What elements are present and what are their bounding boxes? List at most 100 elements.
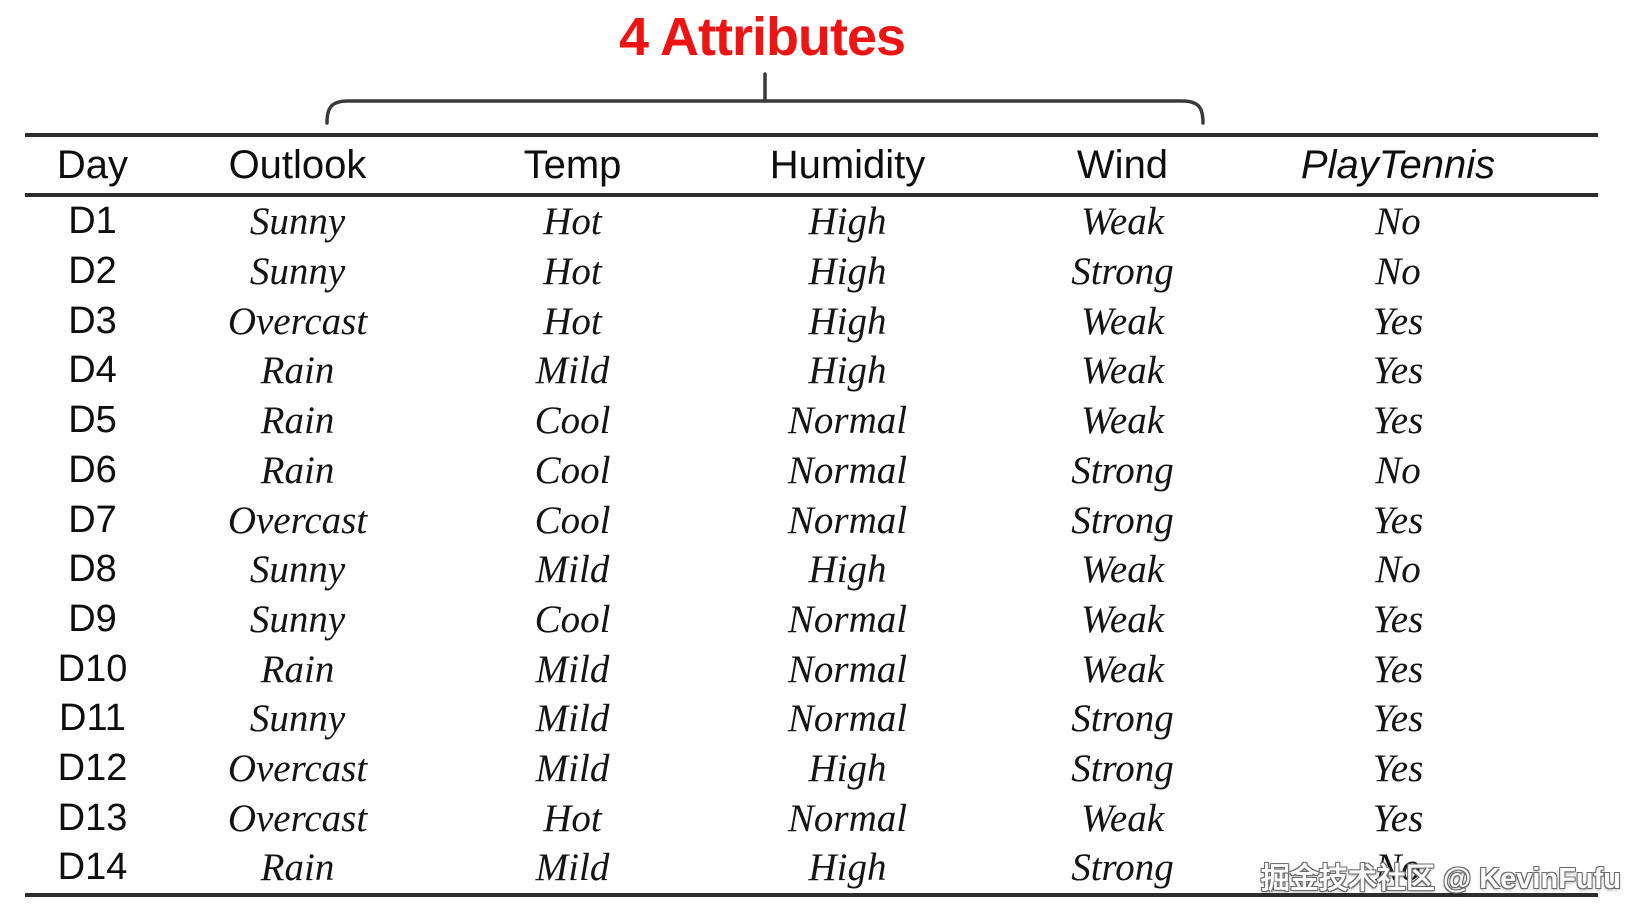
cell-outlook: Rain: [260, 448, 335, 492]
cell-temp: Hot: [543, 299, 602, 343]
cell-wind: Strong: [1071, 448, 1174, 492]
cell-humidity: Normal: [787, 647, 908, 691]
page-title: 4 Attributes: [618, 7, 906, 67]
cell-wind: Weak: [1080, 299, 1165, 343]
cell-temp: Cool: [534, 498, 611, 542]
cell-outlook: Overcast: [227, 498, 368, 542]
watermark: 掘金技术社区 @ KevinFufu: [1260, 863, 1621, 895]
cell-wind: Weak: [1080, 200, 1165, 244]
cell-wind: Weak: [1080, 796, 1165, 840]
cell-playtennis: Yes: [1372, 697, 1424, 741]
cell-humidity: High: [808, 349, 887, 393]
cell-temp: Mild: [535, 647, 610, 691]
cell-day: D5: [68, 399, 117, 442]
cell-day: D3: [68, 299, 117, 342]
data-table-body: D1 Sunny Hot High Weak No D2 Sunny Hot High Strong…: [25, 197, 1598, 893]
cell-temp: Mild: [535, 697, 610, 741]
column-header-day: Day: [56, 143, 129, 187]
column-header-wind: Wind: [1076, 143, 1169, 187]
cell-day: D7: [68, 498, 117, 541]
cell-wind: Weak: [1080, 597, 1165, 641]
cell-wind: Weak: [1080, 349, 1165, 393]
cell-playtennis: Yes: [1372, 647, 1424, 691]
cell-outlook: Sunny: [249, 200, 346, 244]
cell-day: D12: [57, 747, 128, 790]
cell-outlook: Sunny: [249, 250, 346, 294]
cell-wind: Strong: [1071, 250, 1174, 294]
table-row: D1 Sunny Hot High Weak No: [25, 197, 1598, 247]
table-row: D2 Sunny Hot High Strong No: [25, 247, 1598, 297]
table-header-row: Day Outlook Temp Humidity Wind PlayTenni…: [25, 137, 1598, 193]
cell-playtennis: Yes: [1372, 399, 1424, 443]
cell-playtennis: Yes: [1372, 498, 1424, 542]
cell-day: D8: [68, 548, 117, 591]
cell-humidity: High: [808, 299, 887, 343]
table-row: D4 Rain Mild High Weak Yes: [25, 346, 1598, 396]
cell-playtennis: Yes: [1372, 299, 1424, 343]
cell-playtennis: No: [1375, 846, 1421, 890]
table-row: D12 Overcast Mild High Strong Yes: [25, 744, 1598, 794]
table-row: D10 Rain Mild Normal Weak Yes: [25, 644, 1598, 694]
table-row: D13 Overcast Hot Normal Weak Yes: [25, 793, 1598, 843]
table-row: D8 Sunny Mild High Weak No: [25, 545, 1598, 595]
table-row: D7 Overcast Cool Normal Strong Yes: [25, 495, 1598, 545]
cell-playtennis: Yes: [1372, 796, 1424, 840]
cell-temp: Hot: [543, 250, 602, 294]
cell-wind: Strong: [1071, 498, 1174, 542]
cell-day: D2: [68, 250, 117, 293]
cell-outlook: Sunny: [249, 548, 346, 592]
table-row: D14 Rain Mild High Strong No: [25, 843, 1598, 893]
cell-humidity: High: [808, 846, 887, 890]
table-header-rule: [25, 193, 1598, 197]
cell-temp: Cool: [534, 399, 611, 443]
cell-humidity: Normal: [787, 498, 908, 542]
cell-temp: Cool: [534, 448, 611, 492]
cell-outlook: Overcast: [227, 747, 368, 791]
cell-temp: Cool: [534, 597, 611, 641]
table-row: D11 Sunny Mild Normal Strong Yes: [25, 694, 1598, 744]
cell-outlook: Rain: [260, 846, 335, 890]
cell-outlook: Rain: [260, 349, 335, 393]
cell-playtennis: No: [1375, 548, 1421, 592]
table-bottom-rule: [25, 893, 1598, 897]
column-header-outlook: Outlook: [228, 143, 367, 187]
cell-humidity: Normal: [787, 399, 908, 443]
cell-outlook: Overcast: [227, 796, 368, 840]
cell-wind: Weak: [1080, 399, 1165, 443]
cell-playtennis: No: [1375, 250, 1421, 294]
table-top-rule: [25, 133, 1598, 137]
cell-outlook: Rain: [260, 647, 335, 691]
cell-day: D13: [57, 796, 128, 839]
table-row: D5 Rain Cool Normal Weak Yes: [25, 396, 1598, 446]
cell-temp: Mild: [535, 349, 610, 393]
cell-outlook: Sunny: [249, 697, 346, 741]
cell-temp: Mild: [535, 747, 610, 791]
cell-outlook: Overcast: [227, 299, 368, 343]
cell-wind: Strong: [1071, 747, 1174, 791]
cell-playtennis: Yes: [1372, 747, 1424, 791]
cell-day: D6: [68, 448, 117, 491]
cell-playtennis: Yes: [1372, 349, 1424, 393]
cell-temp: Mild: [535, 548, 610, 592]
cell-outlook: Rain: [260, 399, 335, 443]
table-row: D3 Overcast Hot High Weak Yes: [25, 296, 1598, 346]
cell-playtennis: No: [1375, 200, 1421, 244]
attributes-brace-icon: [325, 72, 1205, 125]
cell-playtennis: Yes: [1372, 597, 1424, 641]
cell-wind: Weak: [1080, 647, 1165, 691]
cell-humidity: High: [808, 747, 887, 791]
cell-temp: Hot: [543, 796, 602, 840]
cell-temp: Mild: [535, 846, 610, 890]
column-header-temp: Temp: [523, 143, 622, 187]
cell-humidity: Normal: [787, 697, 908, 741]
cell-day: D1: [68, 200, 117, 243]
cell-day: D11: [59, 697, 126, 740]
cell-wind: Strong: [1071, 846, 1174, 890]
column-header-humidity: Humidity: [769, 143, 926, 187]
cell-temp: Hot: [543, 200, 602, 244]
cell-humidity: High: [808, 200, 887, 244]
cell-humidity: Normal: [787, 796, 908, 840]
cell-humidity: Normal: [787, 448, 908, 492]
table-row: D6 Rain Cool Normal Strong No: [25, 446, 1598, 496]
cell-humidity: High: [808, 548, 887, 592]
